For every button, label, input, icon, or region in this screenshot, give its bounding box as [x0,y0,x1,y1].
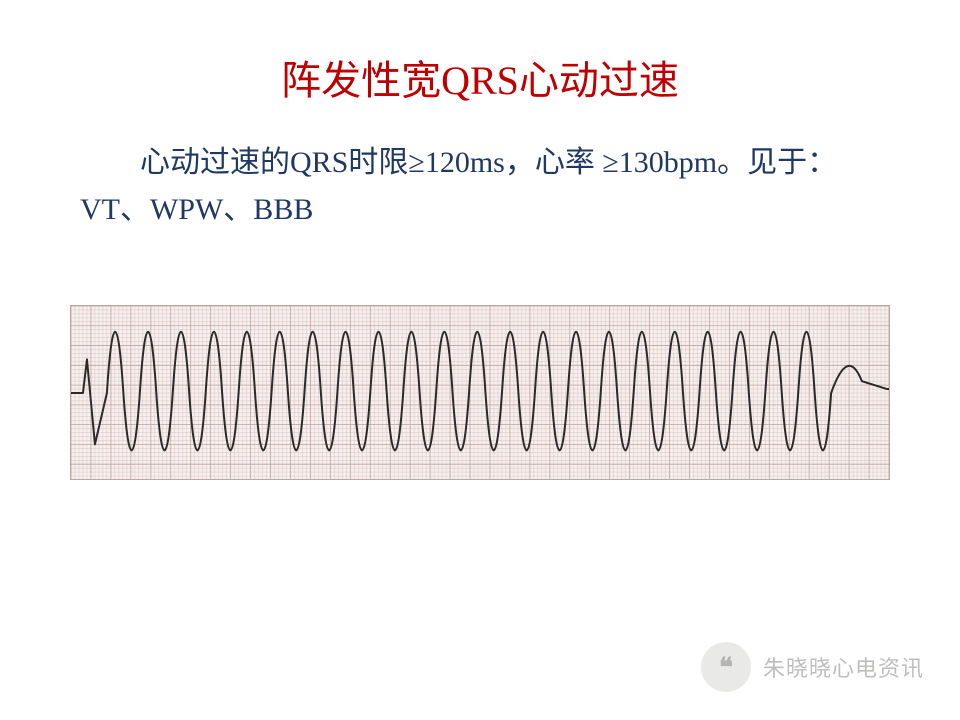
slide: 阵发性宽QRS心动过速 心动过速的QRS时限≥120ms，心率 ≥130bpm。… [0,0,960,720]
watermark-text: 朱晓晓心电资讯 [763,651,924,683]
watermark-icon: ❝ [701,642,751,692]
ecg-svg [71,306,889,479]
ecg-strip [70,305,890,480]
watermark: ❝ 朱晓晓心电资讯 [701,642,924,692]
slide-body: 心动过速的QRS时限≥120ms，心率 ≥130bpm。见于：VT、WPW、BB… [80,140,880,233]
slide-title: 阵发性宽QRS心动过速 [0,48,960,106]
body-span: 心动过速的QRS时限≥120ms，心率 ≥130bpm。见于：VT、WPW、BB… [80,146,837,226]
